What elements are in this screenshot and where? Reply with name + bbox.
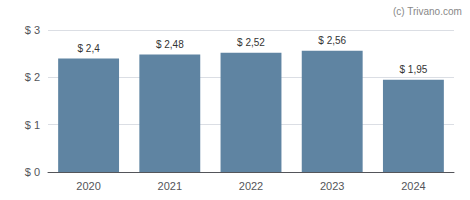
svg-text:$ 2,48: $ 2,48 — [156, 39, 184, 50]
svg-text:$ 2,52: $ 2,52 — [237, 37, 265, 48]
svg-text:$ 1: $ 1 — [25, 119, 40, 131]
svg-text:$ 2: $ 2 — [25, 71, 40, 83]
svg-text:$ 2,4: $ 2,4 — [77, 43, 100, 54]
svg-text:2023: 2023 — [320, 180, 344, 192]
svg-text:2020: 2020 — [76, 180, 100, 192]
svg-text:$ 2,56: $ 2,56 — [318, 35, 346, 46]
svg-text:2024: 2024 — [401, 180, 425, 192]
svg-text:(c) Trivano.com: (c) Trivano.com — [393, 6, 462, 17]
svg-text:2021: 2021 — [158, 180, 182, 192]
svg-text:$ 1,95: $ 1,95 — [399, 64, 427, 75]
svg-text:$ 3: $ 3 — [25, 24, 40, 36]
svg-text:$ 0: $ 0 — [25, 166, 40, 178]
svg-text:2022: 2022 — [239, 180, 263, 192]
